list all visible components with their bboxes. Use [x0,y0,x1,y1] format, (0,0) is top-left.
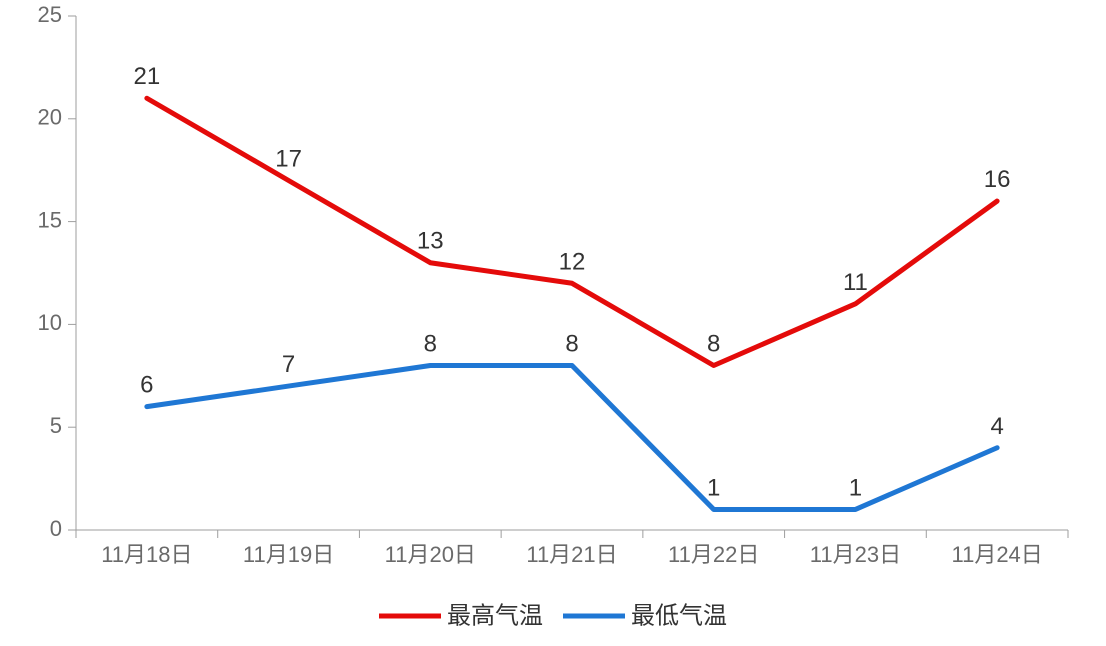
y-tick-label: 15 [38,207,62,232]
temperature-line-chart: 0 5 10 15 20 25 11月18日 11月19日 11月20日 11月21日 11月22日… [0,0,1106,646]
data-label: 12 [559,248,586,275]
legend-label: 最低气温 [631,602,727,629]
data-label: 13 [417,228,444,255]
y-tick-label: 20 [38,105,62,130]
y-tick-label: 25 [38,2,62,27]
data-label: 21 [134,63,161,90]
data-label: 1 [849,474,862,501]
legend-label: 最高气温 [447,602,543,629]
data-label: 16 [984,166,1011,193]
data-label: 4 [990,413,1003,440]
y-tick-label: 10 [38,310,62,335]
data-label: 11 [843,269,868,296]
data-label: 1 [707,474,720,501]
x-tick-label: 11月21日 [526,542,617,567]
series-line-1 [147,366,997,510]
y-tick-label: 0 [50,516,62,541]
x-tick-label: 11月18日 [101,542,192,567]
x-tick-label: 11月23日 [810,542,901,567]
x-tick-label: 11月19日 [243,542,334,567]
data-label: 8 [565,331,578,358]
series-line-0 [147,98,997,365]
data-label: 6 [140,372,153,399]
y-tick-label: 5 [50,413,62,438]
data-label: 7 [282,351,295,378]
data-label: 17 [275,145,302,172]
data-label: 8 [707,331,720,358]
data-label: 8 [424,331,437,358]
x-tick-label: 11月24日 [951,542,1042,567]
x-tick-label: 11月20日 [385,542,476,567]
x-tick-label: 11月22日 [668,542,759,567]
chart-svg: 0 5 10 15 20 25 11月18日 11月19日 11月20日 11月21日 11月22日… [0,0,1106,646]
